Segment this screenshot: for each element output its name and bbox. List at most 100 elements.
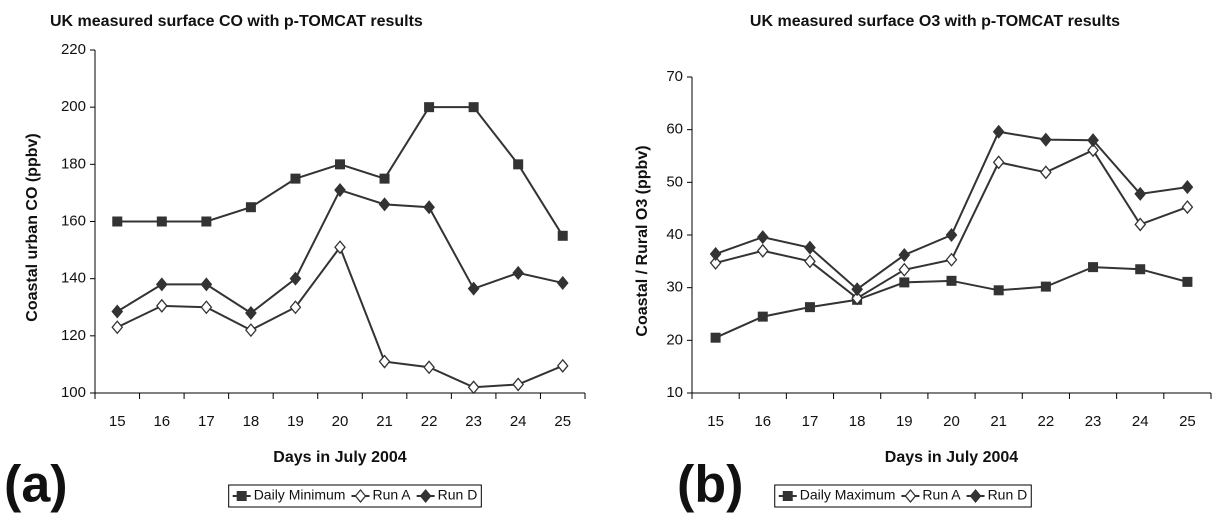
marker-diamond xyxy=(556,358,569,373)
x-tick-label: 19 xyxy=(287,413,304,430)
x-tick-label: 25 xyxy=(1179,413,1196,430)
marker-diamond xyxy=(512,377,525,392)
marker-diamond xyxy=(804,254,816,269)
marker-square xyxy=(290,173,301,184)
marker-diamond xyxy=(992,155,1005,170)
series-line xyxy=(117,106,564,237)
x-tick-label: 15 xyxy=(109,413,126,430)
marker-square xyxy=(899,277,910,288)
marker-diamond xyxy=(1134,186,1147,201)
y-axis-title: Coastal urban CO (ppbv) xyxy=(24,133,41,321)
chart-title: UK measured surface O3 with p-TOMCAT res… xyxy=(750,13,1120,30)
x-tick-label: 21 xyxy=(990,413,1007,430)
marker-diamond xyxy=(851,291,863,306)
y-tick-label: 200 xyxy=(61,98,86,115)
marker-square xyxy=(993,285,1004,296)
marker-diamond xyxy=(334,183,346,198)
marker-diamond xyxy=(556,275,569,290)
y-tick-label: 220 xyxy=(61,41,86,58)
x-tick-label: 17 xyxy=(198,413,215,430)
marker-diamond xyxy=(945,252,958,267)
marker-diamond xyxy=(756,230,769,245)
marker-diamond xyxy=(423,360,435,375)
x-axis-title: Days in July 2004 xyxy=(273,449,407,466)
marker-diamond xyxy=(1181,180,1194,195)
marker-square xyxy=(946,275,957,286)
x-tick-label: 20 xyxy=(332,413,349,430)
marker-square xyxy=(335,159,345,170)
y-tick-label: 100 xyxy=(61,384,86,401)
chart-title: UK measured surface CO with p-TOMCAT res… xyxy=(50,13,423,30)
marker-square xyxy=(1182,276,1193,287)
marker-diamond xyxy=(155,277,168,292)
marker-square xyxy=(236,491,247,501)
marker-diamond xyxy=(969,488,982,504)
marker-diamond xyxy=(898,262,911,277)
y-tick-label: 10 xyxy=(666,384,683,401)
marker-diamond xyxy=(419,488,432,504)
marker-diamond xyxy=(423,200,435,215)
x-tick-label: 24 xyxy=(510,413,527,430)
y-tick-label: 30 xyxy=(666,279,683,296)
y-tick-label: 60 xyxy=(666,121,683,138)
marker-diamond xyxy=(354,488,367,504)
x-tick-label: 17 xyxy=(802,413,819,430)
marker-diamond xyxy=(756,243,769,258)
y-tick-label: 50 xyxy=(666,173,683,190)
marker-square xyxy=(201,216,212,227)
y-tick-label: 40 xyxy=(666,226,683,243)
marker-diamond xyxy=(155,298,168,313)
marker-diamond xyxy=(111,304,124,319)
marker-diamond xyxy=(467,281,480,296)
x-tick-label: 15 xyxy=(707,413,724,430)
marker-square xyxy=(1135,264,1146,275)
y-tick-label: 140 xyxy=(61,270,86,287)
x-tick-label: 23 xyxy=(1085,413,1102,430)
marker-diamond xyxy=(709,246,722,261)
marker-diamond xyxy=(1087,143,1099,158)
marker-diamond xyxy=(904,488,917,504)
x-tick-label: 22 xyxy=(1038,413,1055,430)
legend: Daily Maximum Run A Run D xyxy=(774,484,1032,508)
marker-square xyxy=(1040,281,1051,292)
y-tick-label: 20 xyxy=(666,331,683,348)
legend: Daily Minimum Run A Run D xyxy=(228,484,482,508)
x-tick-label: 24 xyxy=(1132,413,1149,430)
marker-diamond xyxy=(245,323,257,338)
x-tick-label: 16 xyxy=(153,413,170,430)
x-tick-label: 23 xyxy=(465,413,482,430)
x-tick-label: 22 xyxy=(421,413,438,430)
marker-diamond xyxy=(245,305,257,320)
marker-square xyxy=(245,202,256,213)
marker-square xyxy=(424,102,435,113)
marker-diamond xyxy=(1040,132,1052,147)
marker-square xyxy=(757,311,768,322)
marker-square xyxy=(804,302,815,313)
legend-text: Run A xyxy=(922,487,961,503)
marker-diamond xyxy=(200,277,213,292)
series-line xyxy=(116,245,564,389)
panel-label: (b) xyxy=(677,456,743,513)
marker-diamond xyxy=(804,240,816,255)
x-tick-label: 18 xyxy=(243,413,260,430)
marker-diamond xyxy=(200,300,213,315)
x-tick-label: 25 xyxy=(554,413,571,430)
legend-text: Daily Minimum xyxy=(254,487,346,503)
x-tick-label: 16 xyxy=(754,413,771,430)
marker-diamond xyxy=(709,255,722,270)
y-tick-label: 180 xyxy=(61,155,86,172)
marker-diamond xyxy=(992,124,1005,139)
marker-diamond xyxy=(467,380,480,395)
x-axis-title: Days in July 2004 xyxy=(885,449,1019,466)
y-tick-label: 70 xyxy=(666,68,683,85)
marker-diamond xyxy=(1134,217,1147,232)
legend-text: Daily Maximum xyxy=(800,487,896,503)
marker-diamond xyxy=(851,282,863,297)
marker-square xyxy=(710,332,721,343)
marker-square xyxy=(513,159,524,170)
marker-diamond xyxy=(512,265,525,280)
legend-text: Run D xyxy=(438,487,478,503)
marker-square xyxy=(468,102,479,113)
y-axis-title: Coastal / Rural O3 (ppbv) xyxy=(634,145,651,336)
